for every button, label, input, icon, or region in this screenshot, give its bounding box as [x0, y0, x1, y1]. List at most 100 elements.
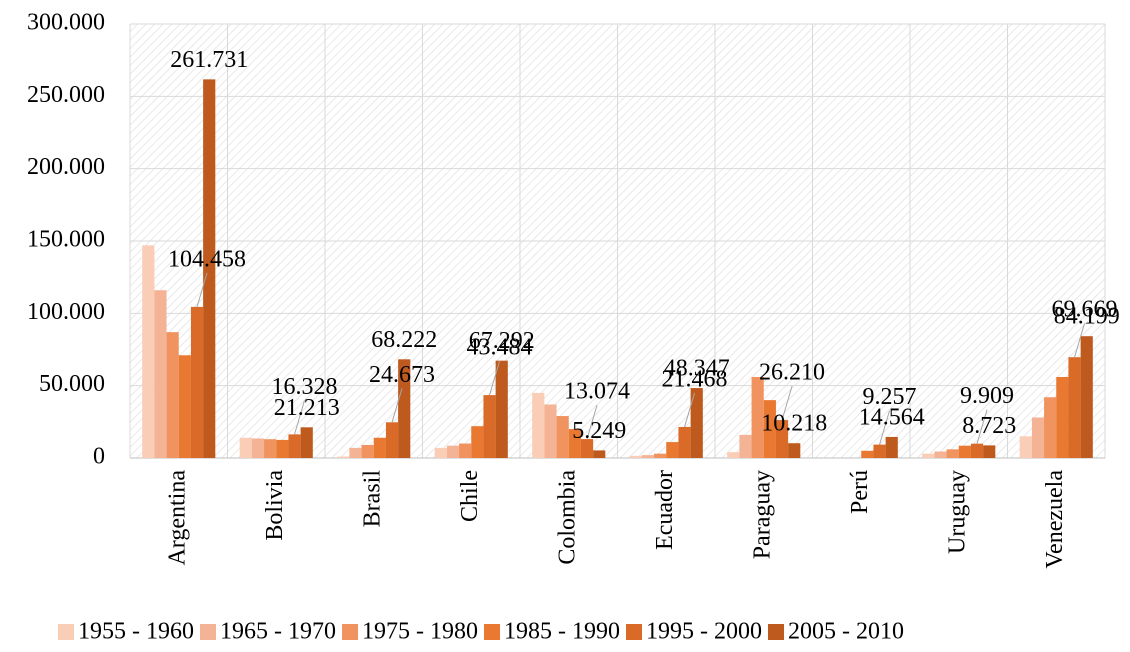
bar	[166, 332, 179, 458]
x-tick-label: Colombia	[554, 470, 580, 565]
data-label: 48.347	[664, 356, 730, 382]
bar	[251, 438, 265, 458]
data-label: 21.213	[274, 395, 340, 421]
legend-swatch	[342, 624, 358, 640]
y-tick-label: 300.000	[27, 10, 105, 36]
bar	[641, 455, 655, 458]
x-tick-label: Perú	[847, 470, 873, 514]
bar	[361, 444, 374, 458]
bar	[544, 404, 557, 458]
bar	[885, 436, 898, 458]
leader-line	[1074, 323, 1086, 358]
data-label: 5.249	[572, 418, 626, 444]
bar	[385, 422, 399, 458]
data-label: 68.222	[371, 327, 437, 353]
bar	[178, 355, 191, 458]
data-label: 8.723	[962, 413, 1016, 439]
legend-label: 1985 - 1990	[504, 619, 620, 645]
leader-line	[781, 385, 793, 421]
bar	[958, 445, 971, 458]
data-label: 67.292	[469, 328, 535, 354]
legend-label: 1975 - 1980	[362, 619, 478, 645]
bar	[142, 245, 155, 458]
x-tick-label: Bolivia	[262, 470, 288, 541]
bar	[629, 455, 642, 458]
bar	[593, 450, 606, 458]
bar	[580, 439, 594, 458]
data-label: 14.564	[859, 404, 925, 430]
y-tick-label: 250.000	[27, 82, 105, 108]
bar	[264, 439, 277, 458]
bar	[300, 427, 313, 458]
legend-swatch	[626, 624, 642, 640]
bar	[276, 439, 289, 458]
x-tick-label: Brasil	[359, 470, 385, 528]
legend-label: 2005 - 2010	[788, 619, 904, 645]
leader-line	[586, 404, 598, 440]
data-label: 104.458	[168, 246, 246, 272]
y-tick-label: 100.000	[27, 299, 105, 325]
y-tick-label: 0	[93, 444, 105, 470]
x-tick-label: Chile	[457, 470, 483, 522]
bar	[922, 453, 935, 458]
x-tick-label: Ecuador	[652, 470, 678, 550]
bar	[690, 388, 703, 458]
bar	[1019, 436, 1032, 458]
bar	[1044, 397, 1057, 458]
leader-line	[294, 400, 306, 435]
bar	[239, 437, 252, 458]
leader-line	[391, 388, 403, 423]
y-tick-label: 150.000	[27, 227, 105, 253]
bar	[934, 451, 947, 458]
bar	[1068, 357, 1081, 458]
bar	[1080, 336, 1093, 458]
data-label: 10.218	[761, 411, 827, 437]
leader-line	[489, 360, 501, 396]
data-label: 43.484	[467, 335, 533, 361]
legend-swatch	[58, 624, 74, 640]
data-label: 9.909	[960, 383, 1014, 409]
bar	[203, 79, 216, 458]
bar	[739, 434, 752, 458]
x-tick-label: Paraguay	[749, 470, 775, 559]
data-label: 9.257	[863, 384, 917, 410]
bar	[983, 445, 996, 458]
bar	[556, 416, 569, 458]
bar	[727, 452, 740, 458]
bar	[373, 437, 386, 458]
legend-label: 1965 - 1970	[220, 619, 336, 645]
legend-swatch	[484, 624, 500, 640]
bar	[775, 420, 789, 458]
data-label: 24.673	[369, 362, 435, 388]
leader-line	[684, 392, 696, 428]
bar	[1031, 417, 1045, 458]
bar	[337, 456, 350, 458]
data-label: 69.669	[1052, 297, 1118, 323]
x-tick-label: Venezuela	[1042, 470, 1068, 569]
x-tick-label: Argentina	[164, 470, 190, 566]
y-tick-label: 50.000	[39, 371, 105, 397]
bar	[434, 447, 447, 458]
bar	[946, 449, 959, 458]
bar	[190, 306, 204, 458]
data-label: 261.731	[170, 47, 248, 73]
bar	[763, 400, 776, 458]
bar	[873, 444, 886, 458]
legend-swatch	[768, 624, 784, 640]
bar	[471, 426, 484, 458]
legend-swatch	[200, 624, 216, 640]
data-label: 84.199	[1054, 304, 1120, 330]
bar	[788, 443, 801, 458]
bar	[861, 450, 874, 458]
bar	[666, 442, 679, 458]
data-label: 26.210	[759, 360, 825, 386]
bar	[349, 447, 362, 458]
legend-label: 1995 - 2000	[646, 619, 762, 645]
leader-line	[976, 409, 988, 444]
legend-label: 1955 - 1960	[78, 619, 194, 645]
bar	[751, 376, 764, 458]
leader-line	[879, 410, 891, 445]
bar	[678, 426, 691, 458]
bar	[459, 443, 472, 458]
